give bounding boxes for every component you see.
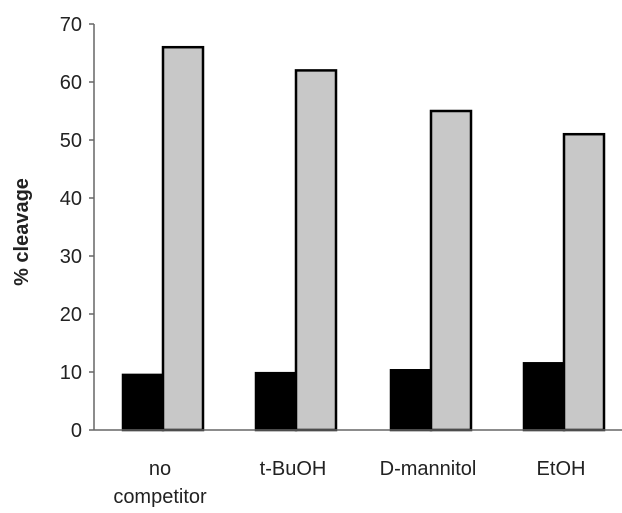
bar (294, 69, 338, 432)
x-tick-label: no (149, 458, 171, 480)
x-tick-label: D-mannitol (380, 458, 477, 480)
y-tick-label: 20 (60, 304, 82, 326)
bar (429, 109, 473, 432)
x-tick-label: t-BuOH (260, 458, 327, 480)
y-tick-label: 70 (60, 14, 82, 36)
plot-area (121, 45, 606, 432)
x-axis: no competitor t-BuOH D-mannitol EtOH (94, 429, 622, 508)
x-tick-label: EtOH (537, 458, 586, 480)
y-tick-label: 40 (60, 188, 82, 210)
y-tick-label: 30 (60, 246, 82, 268)
y-tick-label: 50 (60, 130, 82, 152)
bar (254, 371, 298, 432)
bar (389, 369, 433, 432)
y-axis: 0 10 20 30 40 50 60 70 (60, 14, 95, 442)
y-axis-title: % cleavage (11, 178, 33, 286)
bar (121, 373, 165, 432)
y-tick-label: 60 (60, 72, 82, 94)
x-tick-label: competitor (113, 486, 207, 508)
bar (522, 362, 566, 432)
bar (161, 45, 205, 432)
y-tick-label: 0 (71, 420, 82, 442)
y-tick-label: 10 (60, 362, 82, 384)
bar (562, 132, 606, 432)
